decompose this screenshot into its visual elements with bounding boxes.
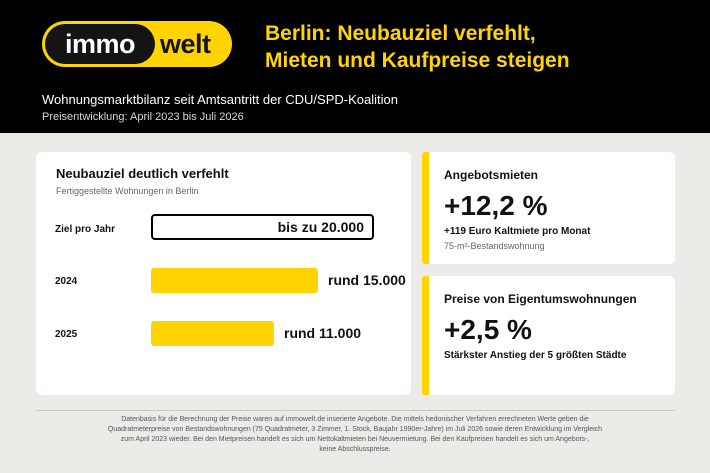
footer-divider [36, 410, 675, 411]
construction-card: Neubauziel deutlich verfehlt Fertiggeste… [36, 152, 411, 395]
logo-text-welt: welt [160, 29, 211, 59]
footnote-line-4: keine Abschlusspreise. [319, 446, 391, 453]
property-card-title: Preise von Eigentumswohnungen [444, 292, 637, 306]
rent-card-value: +12,2 % [444, 190, 548, 221]
footnote: Datenbasis für die Berechnung der Preise… [80, 415, 630, 455]
footnote-line-3: zum April 2023 wieder. Bei den Mietpreis… [120, 436, 590, 443]
construction-card-subtitle: Fertiggestellte Wohnungen in Berlin [56, 186, 199, 196]
goal-value-box: bis zu 20.000 [151, 214, 374, 240]
bar-category-label: 2025 [55, 329, 78, 340]
rent-card-note: 75-m²-Bestandswohnung [444, 241, 545, 251]
property-card-value: +2,5 % [444, 314, 532, 345]
goal-label: Ziel pro Jahr [55, 224, 116, 235]
bar-2025 [151, 321, 274, 346]
logo-text-immo: immo [45, 24, 155, 64]
header-subtitle: Wohnungsmarktbilanz seit Amtsantritt der… [42, 92, 398, 107]
rent-card: Angebotsmieten +12,2 % +119 Euro Kaltmie… [422, 152, 675, 264]
construction-card-title: Neubauziel deutlich verfehlt [56, 166, 229, 181]
footnote-line-1: Datenbasis für die Berechnung der Preise… [121, 416, 589, 423]
headline-line-2: Mieten und Kaufpreise steigen [265, 49, 570, 72]
bar-value-label: rund 15.000 [328, 272, 406, 288]
headline-line-1: Berlin: Neubauziel verfehlt, [265, 22, 536, 45]
property-card: Preise von Eigentumswohnungen +2,5 % Stä… [422, 276, 675, 395]
header-period: Preisentwicklung: April 2023 bis Juli 20… [42, 111, 244, 123]
bar-value-label: rund 11.000 [284, 325, 362, 341]
rent-card-title: Angebotsmieten [444, 168, 539, 182]
rent-card-accent [422, 152, 429, 264]
property-card-detail: Stärkster Anstieg der 5 größten Städte [444, 350, 627, 361]
footnote-line-2: Quadratmeterpreise von Bestandswohnungen… [107, 426, 603, 433]
property-card-accent [422, 276, 429, 395]
bar-2024 [151, 268, 318, 293]
headline: Berlin: Neubauziel verfehlt, Mieten und … [265, 20, 705, 74]
immowelt-logo[interactable]: immo welt [42, 21, 232, 67]
rent-card-detail: +119 Euro Kaltmiete pro Monat [444, 226, 591, 237]
header-banner: immo welt Berlin: Neubauziel verfehlt, M… [0, 0, 710, 133]
bar-category-label: 2024 [55, 276, 78, 287]
